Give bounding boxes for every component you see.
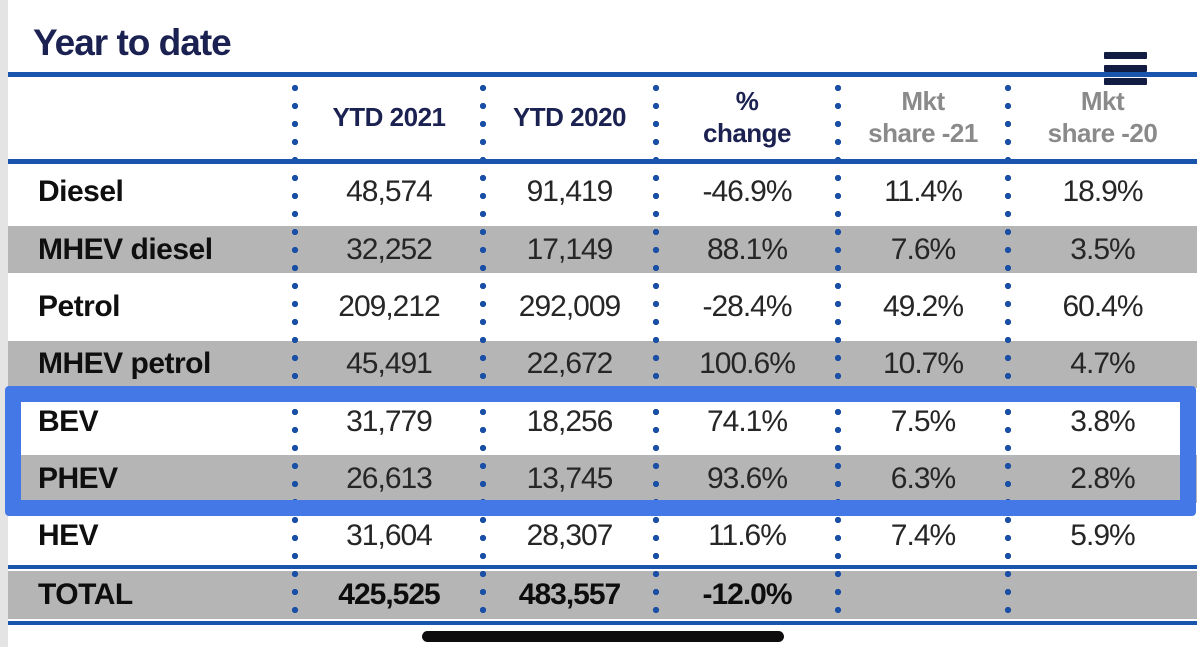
cell-ytd-2021: 31,604 (346, 519, 433, 553)
cell-mkt-share-21: 11.4% (884, 175, 963, 209)
total-pct-change: -12.0% (702, 577, 792, 611)
header-cell-ytd-2020: YTD 2020 (483, 77, 656, 159)
column-separator-dots (652, 79, 660, 619)
column-separator-dots (834, 79, 842, 619)
drag-handle-bar[interactable] (422, 631, 784, 642)
header-text: YTD 2021 (332, 101, 446, 132)
menu-bar (1104, 78, 1147, 85)
table-header-row: YTD 2021 YTD 2020 % change Mkt share -21… (8, 77, 1197, 159)
cell-ytd-2020: 22,672 (526, 347, 614, 381)
header-cell-mkt-share-20: Mkt share -20 (1008, 77, 1197, 159)
header-bottom-rule (8, 159, 1197, 164)
cell-mkt-share-21: 49.2% (882, 289, 964, 323)
row-label: MHEV diesel (38, 232, 213, 266)
total-ytd-2020: 483,557 (518, 577, 621, 611)
row-label: PHEV (38, 461, 118, 495)
row-label: Diesel (38, 175, 124, 209)
total-label: TOTAL (38, 577, 133, 611)
cell-ytd-2020: 13,745 (526, 461, 614, 495)
hamburger-menu-icon[interactable] (1104, 52, 1147, 85)
table-row: BEV 31,779 18,256 74.1% 7.5% 3.8% (8, 393, 1197, 450)
cell-ytd-2021: 31,779 (346, 404, 433, 438)
cell-ytd-2021: 26,613 (346, 461, 433, 495)
table-row: MHEV diesel 32,252 17,149 88.1% 7.6% 3.5… (8, 221, 1197, 278)
column-separator-dots (1004, 79, 1012, 619)
total-mkt-share-20 (1008, 571, 1197, 620)
table-bottom-rule (8, 620, 1197, 625)
menu-bar (1104, 65, 1147, 72)
cell-pct-change: 100.6% (699, 347, 796, 381)
cell-mkt-share-20: 3.8% (1070, 404, 1135, 438)
header-text: change (702, 117, 792, 148)
cell-mkt-share-20: 60.4% (1062, 289, 1143, 323)
cell-ytd-2020: 17,149 (526, 232, 614, 266)
total-top-rule (8, 565, 1197, 569)
cell-pct-change: -28.4% (702, 289, 792, 323)
cell-ytd-2021: 48,574 (346, 175, 433, 209)
table-row: Diesel 48,574 91,419 -46.9% 11.4% 18.9% (8, 164, 1197, 221)
table-row: HEV 31,604 28,307 11.6% 7.4% 5.9% (8, 508, 1197, 565)
header-cell-blank (8, 77, 295, 159)
cell-mkt-share-20: 2.8% (1070, 461, 1135, 495)
cell-ytd-2021: 209,212 (338, 289, 440, 323)
cell-mkt-share-20: 5.9% (1070, 519, 1135, 553)
header-cell-ytd-2021: YTD 2021 (295, 77, 483, 159)
cell-pct-change: -46.9% (702, 175, 792, 209)
table-body: Diesel 48,574 91,419 -46.9% 11.4% 18.9% … (8, 164, 1197, 565)
table-row: MHEV petrol 45,491 22,672 100.6% 10.7% 4… (8, 336, 1197, 393)
cell-mkt-share-20: 3.5% (1070, 232, 1135, 266)
table-row: Petrol 209,212 292,009 -28.4% 49.2% 60.4… (8, 278, 1197, 335)
cell-pct-change: 93.6% (706, 461, 788, 495)
row-label: MHEV petrol (38, 347, 211, 381)
screen-edge-strip (0, 0, 8, 647)
cell-mkt-share-21: 7.6% (890, 232, 956, 266)
cell-mkt-share-20: 18.9% (1062, 175, 1143, 209)
table-row: PHEV 26,613 13,745 93.6% 6.3% 2.8% (8, 450, 1197, 507)
cell-ytd-2021: 45,491 (346, 347, 433, 381)
cell-pct-change: 74.1% (706, 404, 788, 438)
cell-mkt-share-21: 10.7% (882, 347, 964, 381)
cell-ytd-2020: 18,256 (526, 404, 614, 438)
row-label: BEV (38, 404, 99, 438)
header-text: share -20 (1047, 117, 1158, 148)
cell-pct-change: 11.6% (708, 519, 787, 553)
table-top-rule (8, 72, 1197, 77)
menu-bar (1104, 52, 1147, 59)
row-label: Petrol (38, 289, 121, 323)
cell-ytd-2020: 28,307 (526, 519, 614, 553)
total-ytd-2021: 425,525 (338, 577, 440, 611)
header-text: share -21 (868, 117, 978, 148)
header-text: % (735, 85, 759, 116)
cell-pct-change: 88.1% (706, 232, 788, 266)
column-separator-dots (291, 79, 299, 619)
page-title: Year to date (33, 22, 232, 63)
total-mkt-share-21 (838, 571, 1008, 620)
header-text: Mkt (1080, 85, 1125, 116)
cell-ytd-2020: 91,419 (526, 175, 614, 209)
header-text: Mkt (901, 85, 945, 116)
cell-mkt-share-21: 7.5% (890, 404, 956, 438)
cell-mkt-share-21: 7.4% (890, 519, 956, 553)
cell-ytd-2021: 32,252 (346, 232, 433, 266)
header-cell-pct-change: % change (656, 77, 838, 159)
row-label: HEV (38, 519, 99, 553)
cell-mkt-share-20: 4.7% (1070, 347, 1135, 381)
cell-ytd-2020: 292,009 (518, 289, 621, 323)
header-cell-mkt-share-21: Mkt share -21 (838, 77, 1008, 159)
header-text: YTD 2020 (512, 101, 627, 132)
cell-mkt-share-21: 6.3% (890, 461, 956, 495)
table-total-row: TOTAL 425,525 483,557 -12.0% (8, 569, 1197, 621)
column-separator-dots (479, 79, 487, 619)
